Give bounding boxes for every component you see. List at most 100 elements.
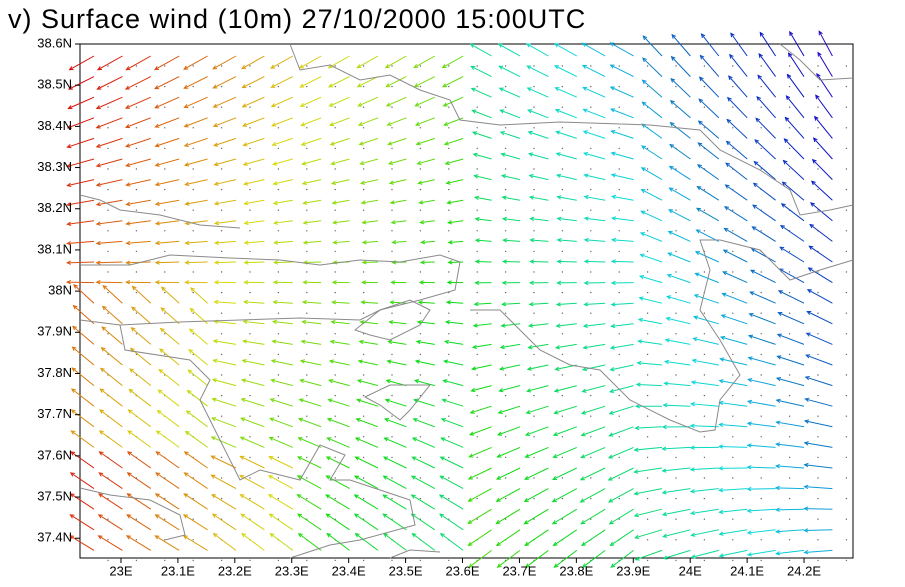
- grid-dot: [562, 168, 563, 169]
- grid-dot: [846, 416, 847, 417]
- grid-dot: [136, 251, 137, 252]
- grid-dot: [391, 210, 392, 211]
- grid-dot: [505, 86, 506, 87]
- grid-dot: [448, 416, 449, 417]
- grid-dot: [704, 65, 705, 66]
- grid-dot: [420, 127, 421, 128]
- grid-dot: [391, 457, 392, 458]
- grid-dot: [590, 333, 591, 334]
- grid-dot: [249, 292, 250, 293]
- grid-dot: [619, 230, 620, 231]
- grid-dot: [278, 457, 279, 458]
- grid-dot: [193, 313, 194, 314]
- grid-dot: [477, 374, 478, 375]
- grid-dot: [846, 168, 847, 169]
- grid-dot: [448, 477, 449, 478]
- grid-dot: [846, 539, 847, 540]
- grid-dot: [817, 354, 818, 355]
- grid-dot: [590, 148, 591, 149]
- grid-dot: [363, 189, 364, 190]
- grid-dot: [675, 189, 676, 190]
- grid-dot: [420, 210, 421, 211]
- grid-dot: [193, 148, 194, 149]
- grid-dot: [391, 127, 392, 128]
- grid-dot: [505, 457, 506, 458]
- grid-dot: [448, 333, 449, 334]
- grid-dot: [732, 374, 733, 375]
- grid-dot: [448, 65, 449, 66]
- grid-dot: [278, 498, 279, 499]
- grid-dot: [193, 251, 194, 252]
- grid-dot: [391, 354, 392, 355]
- grid-dot: [420, 230, 421, 231]
- y-tick-label: 38.4N: [37, 118, 72, 133]
- grid-dot: [136, 189, 137, 190]
- grid-dot: [817, 65, 818, 66]
- grid-dot: [732, 560, 733, 561]
- y-tick-label: 38.1N: [37, 241, 72, 256]
- grid-dot: [846, 560, 847, 561]
- grid-dot: [647, 251, 648, 252]
- grid-dot: [107, 230, 108, 231]
- grid-dot: [533, 416, 534, 417]
- grid-dot: [477, 127, 478, 128]
- grid-dot: [647, 395, 648, 396]
- grid-dot: [761, 560, 762, 561]
- grid-dot: [477, 477, 478, 478]
- grid-dot: [704, 395, 705, 396]
- grid-dot: [249, 127, 250, 128]
- x-tick-label: 24.1E: [730, 563, 764, 578]
- grid-dot: [732, 107, 733, 108]
- y-tick-label: 37.8N: [37, 365, 72, 380]
- grid-dot: [817, 313, 818, 314]
- grid-dot: [704, 230, 705, 231]
- grid-dot: [335, 189, 336, 190]
- grid-dot: [789, 86, 790, 87]
- grid-dot: [846, 292, 847, 293]
- grid-dot: [363, 416, 364, 417]
- grid-dot: [562, 271, 563, 272]
- grid-dot: [590, 292, 591, 293]
- grid-dot: [761, 395, 762, 396]
- grid-dot: [306, 210, 307, 211]
- grid-dot: [533, 210, 534, 211]
- grid-dot: [221, 477, 222, 478]
- grid-dot: [789, 313, 790, 314]
- grid-dot: [221, 168, 222, 169]
- grid-dot: [562, 86, 563, 87]
- y-tick-label: 37.9N: [37, 324, 72, 339]
- grid-dot: [363, 65, 364, 66]
- grid-dot: [278, 230, 279, 231]
- grid-dot: [817, 436, 818, 437]
- grid-dot: [533, 374, 534, 375]
- grid-dot: [761, 477, 762, 478]
- grid-dot: [335, 313, 336, 314]
- grid-dot: [363, 251, 364, 252]
- grid-dot: [675, 65, 676, 66]
- y-tick-label: 37.5N: [37, 488, 72, 503]
- grid-dot: [136, 107, 137, 108]
- grid-dot: [363, 477, 364, 478]
- grid-dot: [136, 292, 137, 293]
- grid-dot: [306, 189, 307, 190]
- grid-dot: [249, 416, 250, 417]
- grid-dot: [335, 86, 336, 87]
- grid-dot: [477, 86, 478, 87]
- grid-dot: [761, 65, 762, 66]
- grid-dot: [164, 210, 165, 211]
- wind-arrow: [185, 262, 207, 263]
- grid-dot: [533, 354, 534, 355]
- grid-dot: [221, 107, 222, 108]
- grid-dot: [363, 127, 364, 128]
- grid-dot: [675, 519, 676, 520]
- grid-dot: [675, 107, 676, 108]
- grid-dot: [704, 313, 705, 314]
- grid-dot: [164, 127, 165, 128]
- grid-dot: [533, 477, 534, 478]
- grid-dot: [278, 374, 279, 375]
- grid-dot: [335, 560, 336, 561]
- grid-dot: [590, 230, 591, 231]
- y-tick-label: 37.6N: [37, 447, 72, 462]
- wind-arrow: [503, 261, 520, 262]
- grid-dot: [505, 107, 506, 108]
